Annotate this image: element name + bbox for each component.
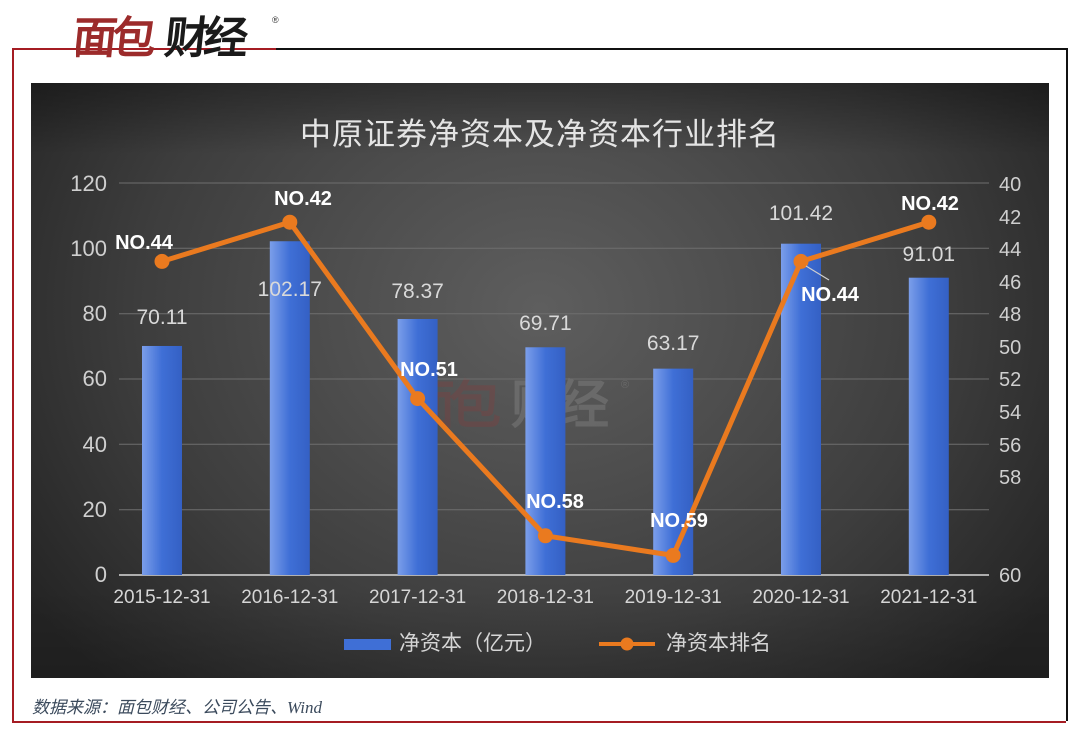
svg-text:2016-12-31: 2016-12-31 (241, 587, 338, 608)
svg-text:NO.51: NO.51 (400, 359, 458, 381)
svg-text:50: 50 (999, 337, 1021, 359)
svg-text:净资本排名: 净资本排名 (666, 632, 771, 655)
svg-text:面包: 面包 (76, 14, 158, 63)
svg-text:58: 58 (999, 467, 1021, 489)
svg-text:NO.59: NO.59 (650, 510, 708, 532)
svg-text:60: 60 (83, 366, 107, 391)
svg-text:44: 44 (999, 239, 1021, 261)
svg-text:60: 60 (999, 565, 1021, 587)
svg-text:NO.42: NO.42 (274, 188, 332, 210)
svg-text:NO.44: NO.44 (801, 284, 860, 306)
svg-text:46: 46 (999, 272, 1021, 294)
svg-text:®: ® (621, 379, 629, 391)
svg-text:78.37: 78.37 (391, 280, 444, 303)
svg-text:56: 56 (999, 435, 1021, 457)
svg-text:2017-12-31: 2017-12-31 (369, 587, 466, 608)
svg-text:2019-12-31: 2019-12-31 (625, 587, 722, 608)
svg-text:NO.58: NO.58 (526, 491, 584, 513)
svg-text:63.17: 63.17 (647, 332, 700, 355)
svg-text:120: 120 (70, 171, 107, 196)
svg-text:20: 20 (83, 497, 107, 522)
svg-text:48: 48 (999, 304, 1021, 326)
svg-text:101.42: 101.42 (769, 202, 833, 225)
svg-text:2015-12-31: 2015-12-31 (113, 587, 210, 608)
svg-text:®: ® (272, 15, 279, 25)
svg-text:财经: 财经 (162, 14, 250, 63)
svg-text:42: 42 (999, 207, 1021, 229)
svg-text:2018-12-31: 2018-12-31 (497, 587, 594, 608)
svg-text:102.17: 102.17 (258, 278, 322, 301)
svg-text:NO.42: NO.42 (901, 193, 959, 215)
svg-text:54: 54 (999, 402, 1021, 424)
svg-text:100: 100 (70, 236, 107, 261)
svg-text:70.11: 70.11 (137, 306, 188, 329)
svg-text:40: 40 (999, 174, 1021, 196)
svg-text:2020-12-31: 2020-12-31 (752, 587, 849, 608)
svg-text:40: 40 (83, 432, 107, 457)
svg-text:2021-12-31: 2021-12-31 (880, 587, 977, 608)
svg-text:80: 80 (83, 301, 107, 326)
svg-text:69.71: 69.71 (519, 312, 572, 335)
svg-text:0: 0 (95, 562, 107, 587)
svg-text:净资本（亿元）: 净资本（亿元） (399, 632, 546, 655)
svg-text:NO.44: NO.44 (115, 232, 174, 254)
svg-text:91.01: 91.01 (903, 243, 956, 266)
svg-text:52: 52 (999, 369, 1021, 391)
